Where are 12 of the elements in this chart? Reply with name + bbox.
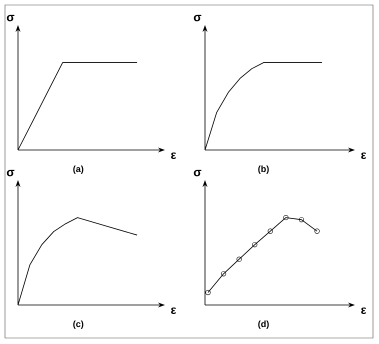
y-axis-title: σ	[6, 14, 14, 22]
text: (a)	[73, 166, 84, 174]
y-axis-title: σ	[194, 14, 202, 22]
text: (b)	[258, 166, 269, 174]
text: (d)	[258, 320, 269, 329]
x-axis-title: ε	[361, 152, 366, 159]
y-axis-title: σ	[194, 170, 202, 176]
text: (c)	[73, 320, 84, 329]
x-axis-title: ε	[171, 152, 176, 159]
y-axis-title: σ	[6, 170, 14, 176]
x-axis-title: ε	[361, 307, 366, 314]
x-axis-title: ε	[171, 307, 176, 314]
